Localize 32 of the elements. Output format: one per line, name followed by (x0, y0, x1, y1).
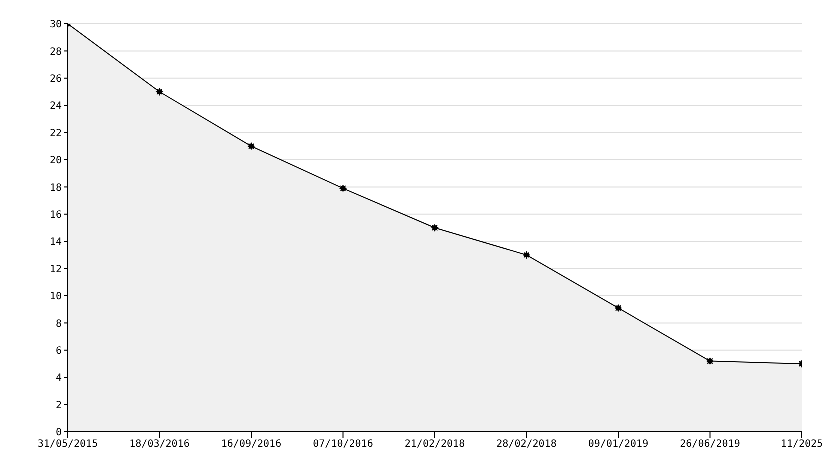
x-tick-label: 31/05/2015 (38, 439, 98, 450)
x-tick-label: 07/10/2016 (313, 439, 374, 450)
y-tick-label: 14 (50, 237, 62, 248)
point (706, 357, 714, 366)
y-tick-label: 16 (50, 210, 62, 221)
point (522, 251, 531, 260)
y-tick-label: 18 (50, 182, 62, 194)
point (156, 88, 164, 96)
y-tick-label: 28 (50, 46, 62, 58)
x-tick-label: 11/2025 (780, 439, 824, 450)
point (339, 184, 348, 193)
x-tick-label: 26/06/2019 (680, 439, 740, 450)
y-tick-label: 0 (56, 428, 62, 439)
x-tick-label: 18/03/2016 (130, 439, 190, 450)
y-tick-label: 20 (50, 156, 62, 167)
point (614, 304, 622, 312)
x-tick-label: 21/02/2018 (404, 439, 466, 450)
y-tick-label: 22 (50, 128, 62, 140)
y-tick-label: 26 (50, 74, 62, 85)
y-tick-label: 10 (50, 292, 62, 303)
y-tick-label: 4 (56, 373, 62, 384)
y-tick-label: 8 (56, 318, 62, 330)
point (248, 142, 256, 150)
y-tick-label: 24 (50, 101, 62, 112)
x-tick-label: 28/02/2018 (496, 439, 557, 450)
point (431, 224, 439, 232)
y-tick-label: 6 (56, 346, 62, 357)
y-tick-label: 2 (56, 400, 62, 412)
y-tick-label: 30 (50, 20, 62, 31)
x-tick-label: 16/09/2016 (221, 439, 282, 450)
x-tick-label: 09/01/2019 (588, 439, 649, 450)
y-tick-label: 12 (50, 264, 62, 276)
